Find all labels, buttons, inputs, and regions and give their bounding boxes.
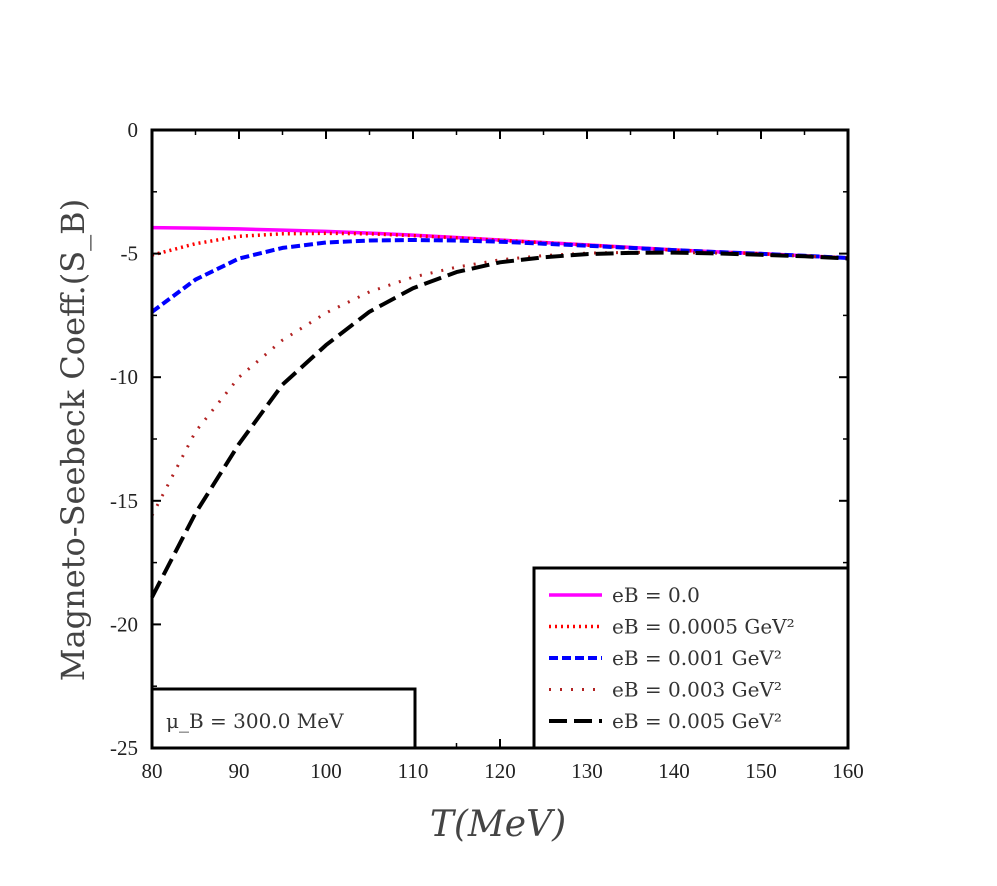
x-tick-label: 90 (229, 759, 250, 783)
x-tick-label: 160 (832, 759, 864, 783)
axis-ticks: 80 90 100 110 120 130 140 150 160 0 -5 -10 -15 -20 -25 (110, 118, 864, 783)
x-axis-label: T(MeV) (430, 804, 566, 845)
x-tick-label: 80 (142, 759, 163, 783)
y-tick-label: -10 (110, 365, 138, 389)
legend-label-2: eB = 0.001 GeV² (612, 646, 782, 670)
legend-label-4: eB = 0.005 GeV² (612, 709, 782, 733)
x-tick-label: 100 (310, 759, 342, 783)
y-tick-label: 0 (128, 118, 139, 142)
y-tick-label: -25 (110, 736, 138, 760)
series-line-3 (150, 250, 849, 517)
x-tick-label: 120 (484, 759, 516, 783)
x-tick-label: 140 (658, 759, 690, 783)
series-line-4 (150, 250, 849, 599)
annotation-box: μ_B = 300.0 MeV (150, 687, 417, 750)
series-lines (150, 225, 849, 599)
legend-label-0: eB = 0.0 (612, 583, 700, 607)
y-axis-label: Magneto-Seebeck Coeff.(S_B) (54, 199, 92, 681)
legend-label-3: eB = 0.003 GeV² (612, 678, 782, 702)
annotation-mu-b: μ_B = 300.0 MeV (166, 709, 344, 733)
x-tick-label: 150 (745, 759, 777, 783)
series-line-2 (150, 238, 849, 314)
legend-label-1: eB = 0.0005 GeV² (612, 615, 795, 639)
y-tick-label: -5 (121, 242, 139, 266)
legend: eB = 0.0 eB = 0.0005 GeV² eB = 0.001 GeV² e… (532, 566, 850, 750)
x-tick-label: 110 (398, 759, 429, 783)
y-tick-label: -20 (110, 612, 138, 636)
x-tick-label: 130 (571, 759, 603, 783)
y-tick-label: -15 (110, 489, 138, 513)
